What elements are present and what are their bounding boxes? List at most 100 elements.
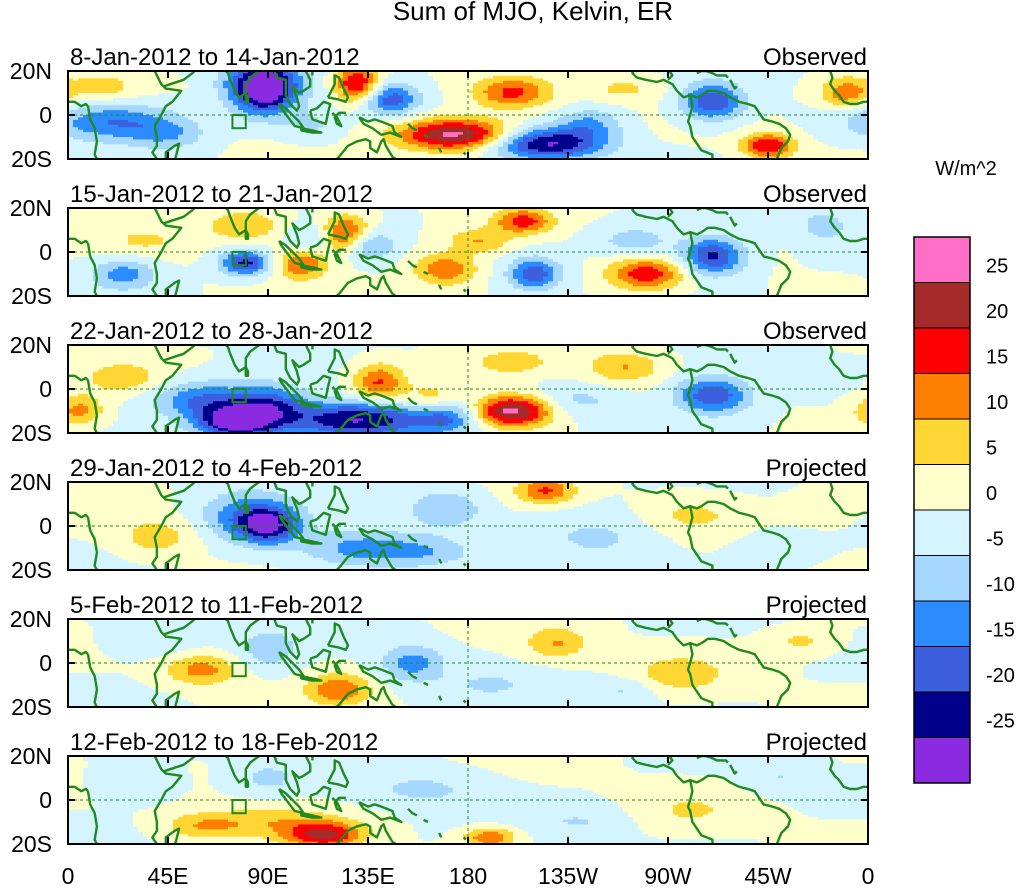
heatmap-cell — [598, 122, 604, 126]
heatmap-cell — [273, 85, 279, 89]
heatmap-cell — [793, 132, 799, 136]
heatmap-cell — [708, 132, 714, 136]
heatmap-cell — [788, 100, 794, 104]
heatmap-cell — [713, 80, 719, 84]
heatmap-cell — [328, 139, 334, 143]
heatmap-cell — [798, 137, 804, 141]
heatmap-cell — [258, 100, 264, 104]
heatmap-cell — [293, 129, 299, 133]
heatmap-cell — [353, 117, 359, 121]
heatmap-cell — [528, 110, 534, 114]
heatmap-cell — [468, 97, 474, 101]
heatmap-cell — [738, 137, 744, 141]
heatmap-cell — [398, 137, 404, 141]
heatmap-cell — [543, 80, 549, 84]
heatmap-cell — [718, 100, 724, 104]
heatmap-cell — [138, 117, 144, 121]
heatmap-cell — [608, 78, 614, 82]
heatmap-cell — [253, 97, 259, 101]
heatmap-cell — [373, 137, 379, 141]
heatmap-cell — [473, 110, 479, 114]
heatmap-cell — [528, 127, 534, 131]
heatmap-cell — [93, 73, 99, 77]
heatmap-cell — [238, 97, 244, 101]
heatmap-cell — [728, 102, 734, 106]
heatmap-cell — [608, 137, 614, 141]
heatmap-cell — [553, 127, 559, 131]
heatmap-cell — [583, 115, 589, 119]
heatmap-cell — [603, 88, 609, 92]
heatmap-cell — [163, 107, 169, 111]
heatmap-cell — [368, 132, 374, 136]
heatmap-cell — [238, 85, 244, 89]
heatmap-cell — [863, 78, 868, 82]
heatmap-cell — [68, 139, 74, 143]
heatmap-cell — [468, 141, 474, 145]
heatmap-cell — [713, 83, 719, 87]
heatmap-cell — [663, 88, 669, 92]
heatmap-cell — [763, 97, 769, 101]
heatmap-cell — [133, 134, 139, 138]
heatmap-cell — [143, 88, 149, 92]
heatmap-cell — [153, 75, 159, 79]
heatmap-cell — [663, 122, 669, 126]
heatmap-cell — [213, 137, 219, 141]
heatmap-cell — [428, 93, 434, 97]
heatmap-cell — [253, 122, 259, 126]
heatmap-cell — [173, 90, 179, 94]
heatmap-cell — [628, 110, 634, 114]
heatmap-cell — [233, 119, 239, 123]
heatmap-cell — [533, 75, 539, 79]
heatmap-cell — [863, 97, 868, 101]
heatmap-cell — [573, 134, 579, 138]
heatmap-cell — [73, 115, 79, 119]
heatmap-cell — [513, 102, 519, 106]
heatmap-cell — [673, 105, 679, 109]
heatmap-cell — [203, 88, 209, 92]
heatmap-cell — [458, 122, 464, 126]
heatmap-cell — [703, 119, 709, 123]
heatmap-cell — [803, 73, 809, 77]
heatmap-cell — [268, 88, 274, 92]
heatmap-cell — [803, 129, 809, 133]
heatmap-cell — [263, 139, 269, 143]
heatmap-cell — [258, 134, 264, 138]
heatmap-cell — [558, 122, 564, 126]
heatmap-cell — [803, 71, 809, 75]
heatmap-cell — [118, 78, 124, 82]
heatmap-cell — [583, 127, 589, 131]
heatmap-cell — [778, 112, 784, 116]
heatmap-cell — [823, 78, 829, 82]
heatmap-cell — [588, 137, 594, 141]
heatmap-cell — [258, 80, 264, 84]
heatmap-cell — [728, 124, 734, 128]
heatmap-cell — [828, 88, 834, 92]
heatmap-cell — [203, 90, 209, 94]
heatmap-cell — [658, 139, 664, 143]
heatmap-cell — [398, 122, 404, 126]
heatmap-cell — [323, 97, 329, 101]
heatmap-cell — [848, 80, 854, 84]
heatmap-cell — [373, 124, 379, 128]
heatmap-cell — [853, 90, 859, 94]
heatmap-cell — [593, 75, 599, 79]
heatmap-cell — [538, 141, 544, 145]
heatmap-cell — [803, 124, 809, 128]
heatmap-cell — [743, 132, 749, 136]
heatmap-cell — [633, 139, 639, 143]
heatmap-cell — [533, 124, 539, 128]
heatmap-cell — [208, 80, 214, 84]
heatmap-cell — [618, 83, 624, 87]
heatmap-cell — [643, 127, 649, 131]
heatmap-cell — [748, 71, 754, 75]
heatmap-cell — [448, 117, 454, 121]
heatmap-cell — [433, 100, 439, 104]
heatmap-cell — [798, 112, 804, 116]
heatmap-cell — [183, 95, 189, 99]
heatmap-cell — [823, 85, 829, 89]
heatmap-cell — [818, 83, 824, 87]
heatmap-cell — [818, 107, 824, 111]
heatmap-cell — [618, 129, 624, 133]
heatmap-cell — [718, 119, 724, 123]
heatmap-cell — [398, 73, 404, 77]
